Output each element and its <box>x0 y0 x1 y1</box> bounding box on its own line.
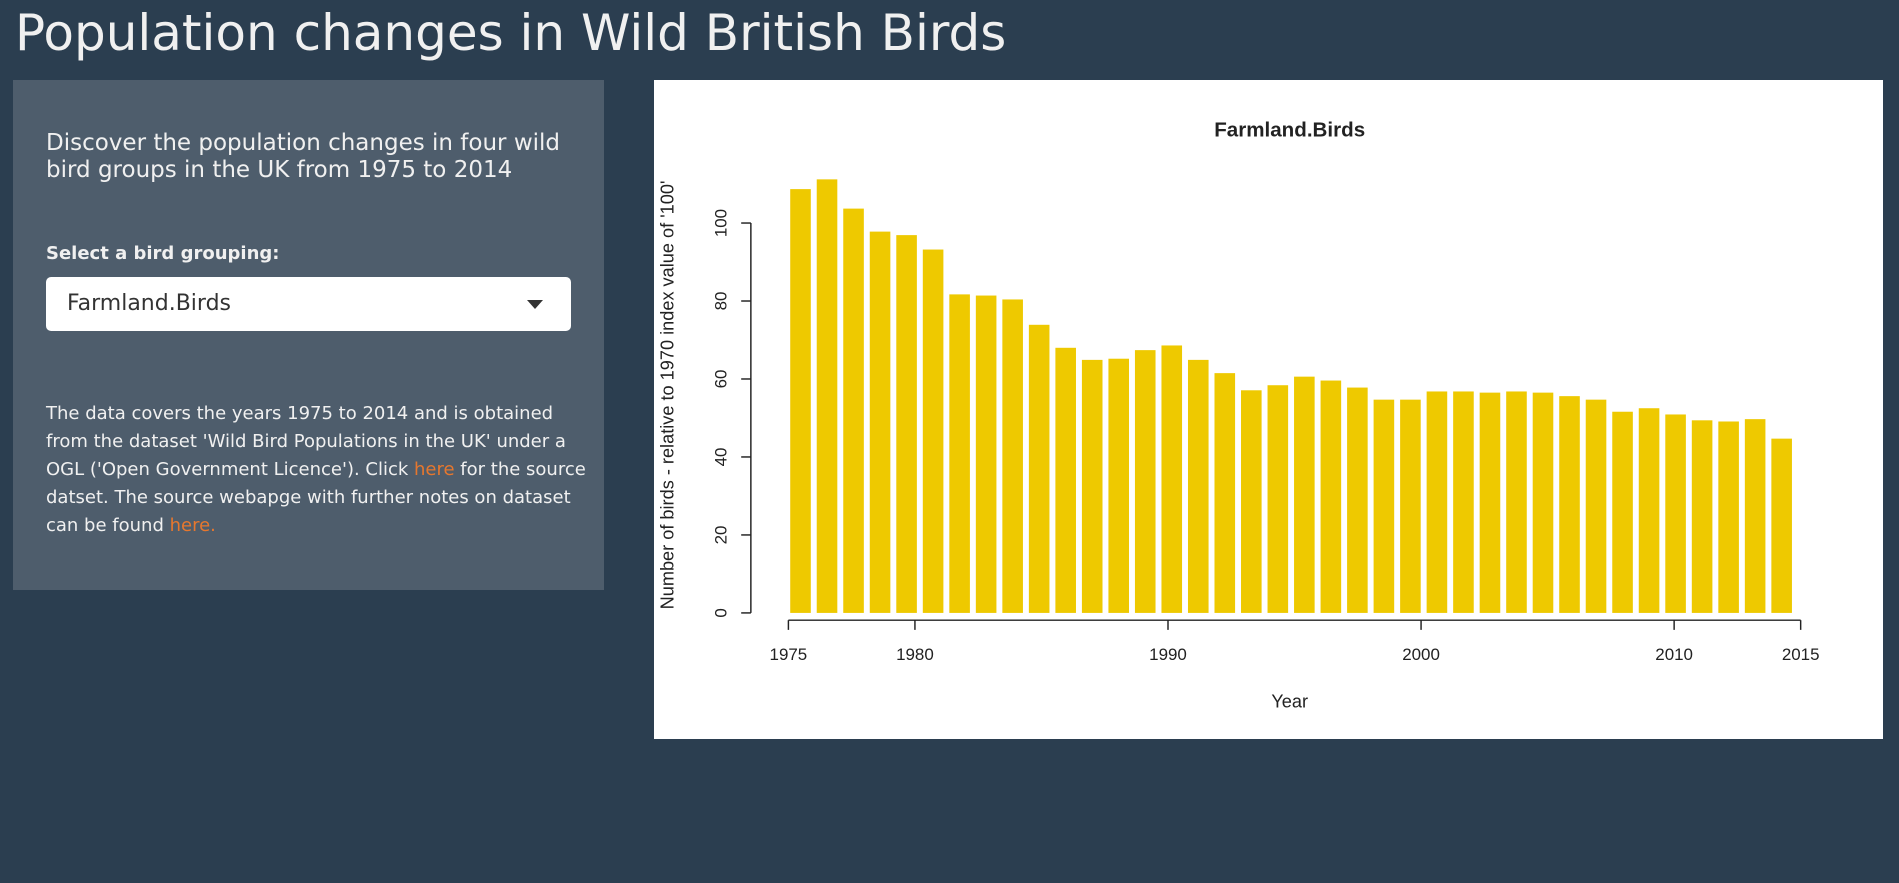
intro-text: Discover the population changes in four … <box>46 130 561 183</box>
x-tick-label: 1990 <box>1149 645 1187 664</box>
chart: Farmland.Birds Year Number of birds - re… <box>657 118 1820 711</box>
bar <box>1400 399 1421 613</box>
bar <box>843 208 864 613</box>
bar <box>1453 391 1474 613</box>
source-link[interactable]: here <box>414 459 455 480</box>
dropdown-caret <box>527 300 543 309</box>
y-tick-label: 20 <box>711 526 730 545</box>
bar <box>1267 385 1289 613</box>
webpage-link[interactable]: here. <box>169 515 216 536</box>
bar <box>1028 324 1050 613</box>
bar <box>1506 391 1527 613</box>
bar <box>869 231 891 613</box>
bar <box>1320 380 1342 613</box>
y-tick-label: 100 <box>711 209 730 237</box>
x-axis-label: Year <box>1271 691 1308 711</box>
bar <box>1214 373 1236 613</box>
bar <box>1771 438 1792 613</box>
chart-panel: Farmland.Birds Year Number of birds - re… <box>654 80 1883 739</box>
bird-group-select[interactable]: Farmland.Birds <box>46 277 571 331</box>
y-tick-label: 80 <box>711 292 730 311</box>
bar <box>1718 421 1739 613</box>
bar <box>1744 419 1766 613</box>
bar <box>816 179 838 613</box>
bar <box>1187 359 1209 613</box>
chart-title: Farmland.Birds <box>1214 118 1365 141</box>
bar <box>1665 414 1686 613</box>
x-tick-label: 1980 <box>896 645 934 664</box>
y-axis-label: Number of birds - relative to 1970 index… <box>657 181 677 610</box>
bar <box>1691 420 1713 613</box>
x-tick-label: 2000 <box>1402 645 1440 664</box>
source-note: The data covers the years 1975 to 2014 a… <box>46 400 591 540</box>
bar <box>1479 392 1501 613</box>
bar <box>1161 345 1183 613</box>
bar <box>1612 411 1633 613</box>
x-tick-label: 1975 <box>770 645 808 664</box>
bar <box>790 189 811 613</box>
sidebar: Discover the population changes in four … <box>13 80 604 590</box>
x-tick-label: 2015 <box>1782 645 1820 664</box>
bar <box>1241 390 1262 613</box>
note-text: for the source datset. The source webapg… <box>46 459 586 536</box>
bar <box>949 294 970 613</box>
bar <box>1373 399 1395 613</box>
bar <box>1134 350 1156 613</box>
bar <box>1347 387 1368 613</box>
select-label: Select a bird grouping: <box>46 243 280 264</box>
bar <box>1002 299 1023 613</box>
bar <box>1532 392 1554 613</box>
x-tick-label: 2010 <box>1655 645 1693 664</box>
note-text: The data covers the years 1975 to 2014 a… <box>46 403 566 480</box>
bar <box>1585 399 1607 613</box>
bar <box>922 249 944 613</box>
y-tick-label: 60 <box>711 370 730 389</box>
bar <box>896 235 917 613</box>
bar <box>1108 358 1130 613</box>
select-value: Farmland.Birds <box>67 291 231 316</box>
page-title: Population changes in Wild British Birds <box>15 4 1007 62</box>
bar <box>1055 347 1076 613</box>
y-tick-label: 0 <box>711 608 730 617</box>
bar <box>975 295 997 613</box>
bar <box>1294 376 1315 613</box>
bar <box>1081 359 1103 613</box>
bar <box>1559 396 1580 613</box>
bar <box>1426 391 1448 613</box>
y-tick-label: 40 <box>711 448 730 467</box>
bar <box>1638 408 1660 613</box>
